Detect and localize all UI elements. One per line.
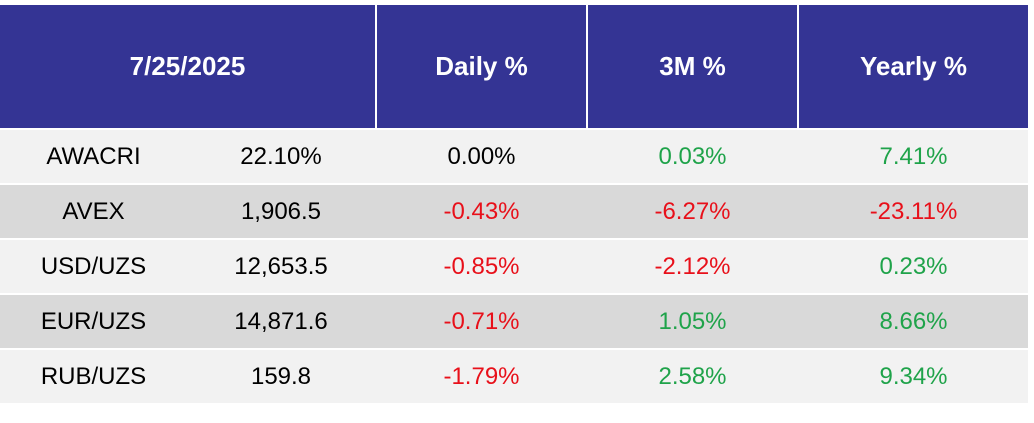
cell-value: -0.43%: [377, 185, 586, 238]
row-label: USD/UZS: [0, 240, 187, 293]
header-column: 3M %: [588, 5, 797, 128]
cell-value: -1.79%: [377, 350, 586, 403]
cell-value: -0.71%: [377, 295, 586, 348]
row-label: RUB/UZS: [0, 350, 187, 403]
cell-value: 22.10%: [187, 130, 375, 183]
cell-value: 0.03%: [588, 130, 797, 183]
cell-value: 14,871.6: [187, 295, 375, 348]
header-date: 7/25/2025: [0, 5, 375, 128]
cell-value: 7.41%: [799, 130, 1028, 183]
cell-value: 9.34%: [799, 350, 1028, 403]
cell-value: -23.11%: [799, 185, 1028, 238]
cell-value: -6.27%: [588, 185, 797, 238]
row-label: AVEX: [0, 185, 187, 238]
cell-value: -2.12%: [588, 240, 797, 293]
cell-value: 0.23%: [799, 240, 1028, 293]
header-column: Yearly %: [799, 5, 1028, 128]
row-label: AWACRI: [0, 130, 187, 183]
cell-value: 8.66%: [799, 295, 1028, 348]
cell-value: -0.85%: [377, 240, 586, 293]
cell-value: 0.00%: [377, 130, 586, 183]
cell-value: 159.8: [187, 350, 375, 403]
row-label: EUR/UZS: [0, 295, 187, 348]
cell-value: 1,906.5: [187, 185, 375, 238]
cell-value: 12,653.5: [187, 240, 375, 293]
header-column: Daily %: [377, 5, 586, 128]
cell-value: 2.58%: [588, 350, 797, 403]
cell-value: 1.05%: [588, 295, 797, 348]
